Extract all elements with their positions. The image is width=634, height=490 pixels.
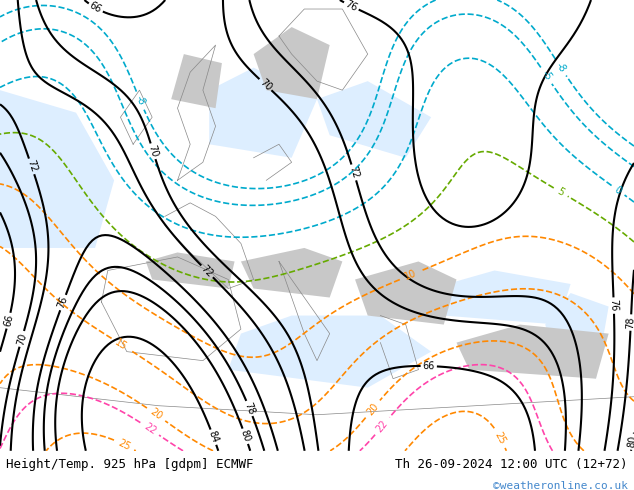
Polygon shape (431, 270, 571, 324)
Text: 72: 72 (347, 165, 360, 180)
Polygon shape (0, 90, 114, 248)
Text: 20: 20 (365, 401, 380, 417)
Text: Height/Temp. 925 hPa [gdpm] ECMWF: Height/Temp. 925 hPa [gdpm] ECMWF (6, 458, 254, 471)
Text: 10: 10 (403, 269, 418, 282)
Text: 66: 66 (3, 314, 15, 328)
Polygon shape (254, 27, 330, 99)
Text: 0: 0 (612, 184, 623, 196)
Text: 80: 80 (626, 435, 634, 448)
Text: 20: 20 (148, 407, 164, 422)
Polygon shape (545, 293, 609, 379)
Polygon shape (228, 316, 431, 388)
Text: 70: 70 (146, 144, 160, 159)
Text: 84: 84 (207, 430, 220, 444)
Text: 80: 80 (238, 429, 252, 444)
Text: 78: 78 (242, 401, 256, 416)
Polygon shape (355, 262, 456, 324)
Text: 25: 25 (117, 438, 132, 452)
Text: ©weatheronline.co.uk: ©weatheronline.co.uk (493, 481, 628, 490)
Text: 76: 76 (56, 295, 70, 310)
Text: 66: 66 (422, 361, 435, 371)
Text: 76: 76 (344, 0, 359, 13)
Text: 70: 70 (15, 332, 29, 346)
Text: -8: -8 (554, 61, 567, 74)
Text: 66: 66 (87, 0, 103, 15)
Text: 78: 78 (626, 316, 634, 329)
Text: -8: -8 (134, 94, 146, 107)
Text: 76: 76 (609, 299, 619, 312)
Text: 25: 25 (493, 430, 508, 446)
Polygon shape (241, 248, 342, 297)
Text: 72: 72 (25, 159, 38, 174)
Polygon shape (209, 68, 317, 158)
Polygon shape (171, 54, 222, 108)
Text: 22: 22 (142, 421, 158, 437)
Text: 72: 72 (199, 264, 215, 279)
Text: 5: 5 (555, 186, 566, 198)
Polygon shape (146, 252, 235, 289)
Text: 15: 15 (113, 337, 129, 352)
Text: 22: 22 (375, 418, 390, 434)
Text: -5: -5 (540, 69, 553, 82)
Polygon shape (456, 324, 609, 379)
Text: Th 26-09-2024 12:00 UTC (12+72): Th 26-09-2024 12:00 UTC (12+72) (395, 458, 628, 471)
Polygon shape (317, 81, 431, 158)
Text: 70: 70 (257, 77, 273, 93)
